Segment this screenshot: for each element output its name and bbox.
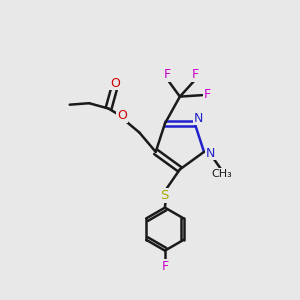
Text: CH₃: CH₃: [212, 169, 232, 179]
Text: N: N: [194, 112, 203, 124]
Text: F: F: [204, 88, 211, 101]
Text: S: S: [160, 189, 168, 202]
Text: N: N: [206, 147, 215, 160]
Text: F: F: [192, 68, 199, 81]
Text: F: F: [164, 68, 171, 81]
Text: O: O: [110, 77, 120, 90]
Text: F: F: [161, 260, 169, 273]
Text: O: O: [117, 109, 127, 122]
